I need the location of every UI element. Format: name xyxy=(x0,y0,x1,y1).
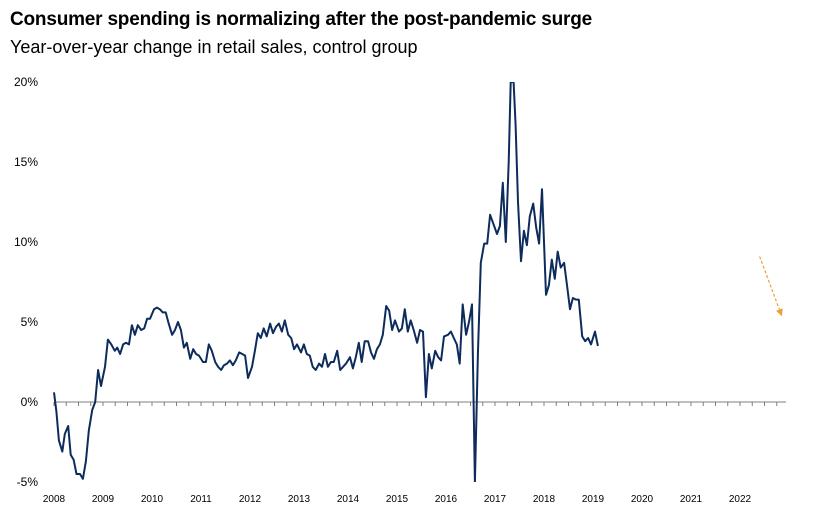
x-tick-label: 2022 xyxy=(729,494,752,505)
x-tick-label: 2014 xyxy=(337,494,360,505)
x-tick-label: 2020 xyxy=(631,494,654,505)
series-line xyxy=(53,82,599,482)
x-tick-label: 2013 xyxy=(288,494,311,505)
x-tick-label: 2012 xyxy=(239,494,262,505)
x-tick-label: 2019 xyxy=(582,494,605,505)
chart-title: Consumer spending is normalizing after t… xyxy=(10,9,592,30)
x-tick-label: 2018 xyxy=(533,494,556,505)
trend-arrow xyxy=(759,256,783,317)
y-tick-label: -5% xyxy=(17,475,39,489)
chart-subtitle: Year-over-year change in retail sales, c… xyxy=(10,37,418,57)
y-tick-label: 5% xyxy=(21,315,39,329)
x-tick-label: 2021 xyxy=(680,494,703,505)
y-tick-label: 0% xyxy=(21,395,39,409)
x-tick-label: 2009 xyxy=(92,494,115,505)
y-tick-label: 20% xyxy=(14,75,38,89)
x-tick-label: 2015 xyxy=(386,494,409,505)
x-tick-label: 2017 xyxy=(484,494,507,505)
x-tick-label: 2016 xyxy=(435,494,458,505)
y-tick-label: 10% xyxy=(14,235,38,249)
x-tick-label: 2011 xyxy=(190,494,212,505)
x-tick-label: 2010 xyxy=(141,494,164,505)
y-tick-label: 15% xyxy=(14,155,38,169)
x-tick-label: 2008 xyxy=(43,494,66,505)
